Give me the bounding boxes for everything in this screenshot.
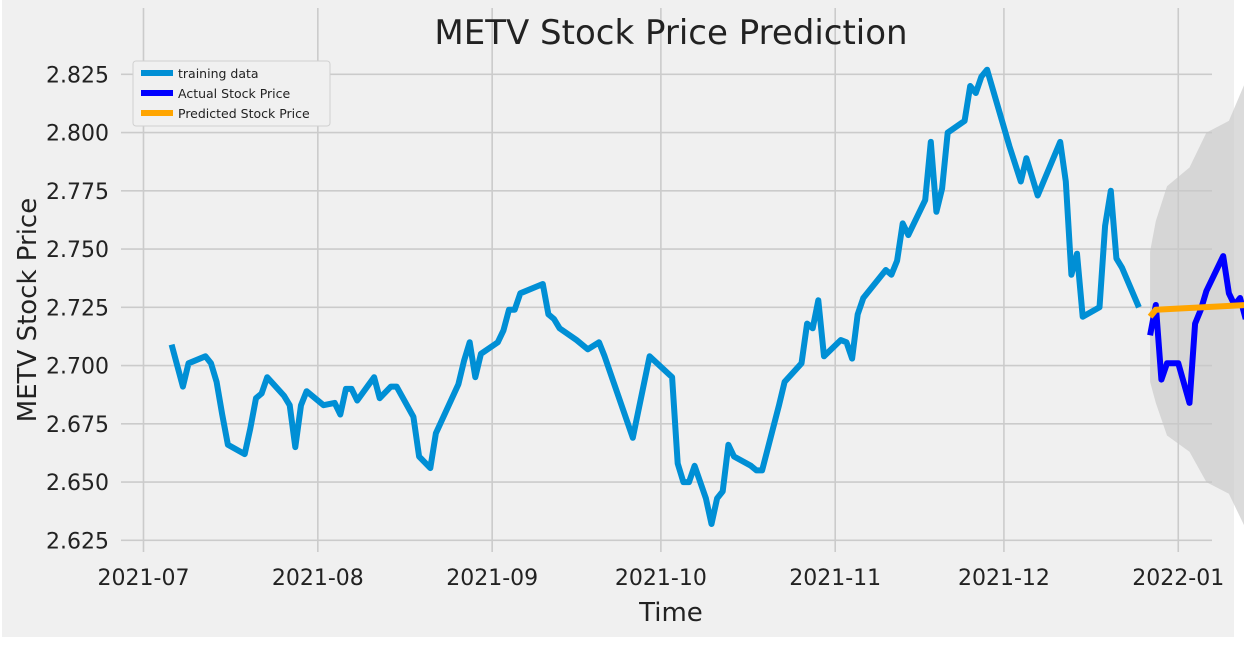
x-tick-label: 2021-12: [958, 566, 1050, 591]
legend-training-data-label: training data: [178, 66, 259, 81]
y-tick-label: 2.725: [46, 296, 109, 321]
y-tick-label: 2.625: [46, 529, 109, 554]
y-tick-label: 2.800: [46, 122, 109, 147]
y-tick-label: 2.775: [46, 180, 109, 205]
chart-title: METV Stock Price Prediction: [434, 13, 907, 53]
x-tick-label: 2021-10: [615, 566, 707, 591]
y-axis-label: METV Stock Price: [13, 198, 43, 422]
legend-predicted-stock-price-label: Predicted Stock Price: [178, 106, 310, 121]
x-axis-label: Time: [638, 598, 703, 628]
training-data-line: [168, 66, 1142, 527]
x-tick-labels: 2021-07 2021-08 2021-09 2021-10 2021-11 2021-…: [98, 566, 1225, 591]
y-tick-label: 2.675: [46, 413, 109, 438]
x-tick-label: 2021-08: [272, 566, 364, 591]
series-layer: [168, 66, 1244, 527]
predicted-stock-price-line: [1147, 302, 1244, 319]
x-tick-label: 2022-01: [1132, 566, 1224, 591]
y-tick-label: 2.650: [46, 471, 109, 496]
y-tick-label: 2.750: [46, 238, 109, 263]
x-tick-label: 2021-07: [98, 566, 190, 591]
x-tick-label: 2021-11: [789, 566, 881, 591]
y-tick-labels: 2.625 2.650 2.675 2.700 2.725 2.750 2.775 2.800…: [46, 63, 109, 554]
y-tick-label: 2.825: [46, 63, 109, 88]
y-tick-label: 2.700: [46, 355, 109, 380]
x-tick-label: 2021-09: [446, 566, 538, 591]
legend-box: [132, 60, 331, 127]
legend: training data Actual Stock Price Predicted…: [132, 60, 331, 127]
legend-actual-stock-price-label: Actual Stock Price: [178, 86, 291, 101]
